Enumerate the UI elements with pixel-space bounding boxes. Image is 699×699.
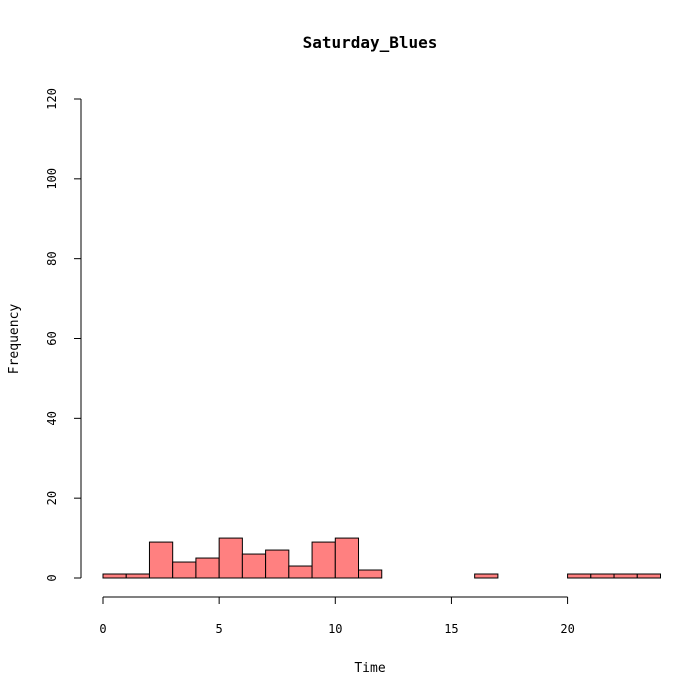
- chart-title: Saturday_Blues: [303, 33, 438, 52]
- y-tick-label: 20: [45, 491, 59, 505]
- histogram-bar: [241, 553, 267, 579]
- histogram-bar: [172, 561, 197, 579]
- x-axis-label: Time: [354, 661, 385, 676]
- x-tick-label: 0: [99, 622, 106, 636]
- histogram-bar: [334, 537, 360, 579]
- histogram-bar: [636, 573, 661, 579]
- histogram-bar: [358, 569, 383, 579]
- histogram-bar: [195, 557, 220, 579]
- histogram-bar: [567, 573, 592, 579]
- histogram-bar: [474, 573, 499, 579]
- histogram-bar: [311, 541, 336, 579]
- y-axis: 0 20 40 60 80 100 120: [45, 88, 82, 582]
- y-tick-label: 100: [45, 168, 59, 190]
- x-tick-label: 10: [328, 622, 342, 636]
- histogram-bar: [613, 573, 638, 579]
- histogram-bar: [288, 565, 313, 579]
- x-tick-label: 5: [216, 622, 223, 636]
- y-tick-label: 120: [45, 88, 59, 110]
- x-axis: 0 5 10 15 20: [99, 596, 575, 636]
- histogram-bar: [590, 573, 615, 579]
- histogram-bars: [102, 537, 661, 579]
- histogram-bar: [218, 537, 243, 579]
- x-tick-label: 20: [560, 622, 574, 636]
- y-tick-label: 40: [45, 411, 59, 425]
- y-axis-label: Frequency: [7, 304, 22, 375]
- y-tick-label: 80: [45, 251, 59, 265]
- histogram-bar: [125, 573, 150, 579]
- y-tick-label: 60: [45, 331, 59, 345]
- histogram-bar: [102, 573, 127, 579]
- histogram-bar: [148, 541, 174, 579]
- y-tick-label: 0: [45, 574, 59, 581]
- histogram-bar: [265, 549, 290, 579]
- x-tick-label: 15: [444, 622, 458, 636]
